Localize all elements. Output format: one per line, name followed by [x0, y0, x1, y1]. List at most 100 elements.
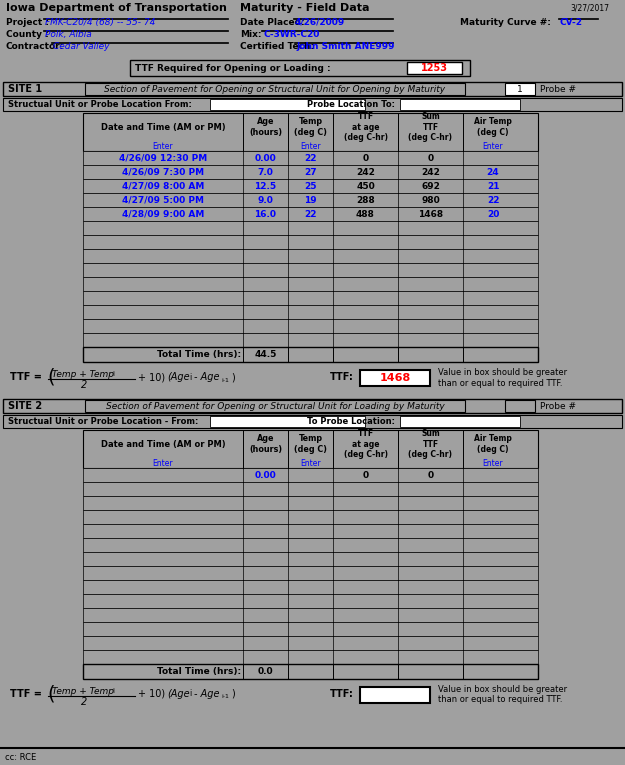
Bar	[400, 99, 520, 110]
Bar	[83, 636, 538, 650]
Bar	[83, 524, 538, 538]
Text: 1468: 1468	[379, 373, 411, 383]
Bar	[83, 594, 538, 608]
Text: 288: 288	[356, 196, 375, 204]
Text: Value in box should be greater: Value in box should be greater	[438, 367, 567, 376]
Text: 44.5: 44.5	[254, 350, 277, 359]
Bar	[83, 113, 538, 151]
Text: 25: 25	[304, 181, 317, 190]
Text: Certified Tech:: Certified Tech:	[240, 41, 314, 50]
Bar	[83, 305, 538, 319]
Text: (: (	[47, 367, 54, 386]
Bar	[83, 580, 538, 594]
Text: Maturity Curve #:: Maturity Curve #:	[460, 18, 551, 27]
Text: i-1: i-1	[221, 695, 229, 699]
Bar	[505, 400, 535, 412]
Text: Probe #: Probe #	[540, 84, 576, 93]
Text: than or equal to required TTF.: than or equal to required TTF.	[438, 695, 562, 705]
Bar	[83, 179, 538, 193]
Text: i: i	[189, 373, 191, 382]
Text: Temp + Temp: Temp + Temp	[52, 369, 114, 379]
Text: SITE 1: SITE 1	[8, 84, 42, 94]
Text: TTF =: TTF =	[10, 372, 42, 382]
Text: 0: 0	[362, 154, 369, 162]
Bar	[83, 165, 538, 179]
Bar	[360, 687, 430, 703]
Bar	[83, 496, 538, 510]
Bar	[83, 482, 538, 496]
Text: i-1: i-1	[221, 377, 229, 382]
Bar	[83, 664, 538, 679]
Bar	[85, 83, 465, 95]
Text: FMK-C20/4 (68) -- 55- 74: FMK-C20/4 (68) -- 55- 74	[45, 18, 156, 27]
Text: Enter: Enter	[482, 458, 503, 467]
Text: 0: 0	[428, 154, 434, 162]
Text: Air Temp
(deg C): Air Temp (deg C)	[474, 117, 512, 137]
Text: 16.0: 16.0	[254, 210, 276, 219]
Text: Age
(hours): Age (hours)	[249, 435, 282, 454]
Text: + 10): + 10)	[138, 689, 165, 699]
Text: Contractor:: Contractor:	[6, 41, 64, 50]
Text: CV-2: CV-2	[560, 18, 583, 27]
Bar	[83, 277, 538, 291]
Text: - Age: - Age	[194, 372, 219, 382]
Text: 4/27/09 5:00 PM: 4/27/09 5:00 PM	[122, 196, 204, 204]
Text: 0.00: 0.00	[254, 470, 276, 480]
Text: Date and Time (AM or PM): Date and Time (AM or PM)	[101, 122, 226, 132]
Bar	[83, 333, 538, 347]
Bar	[83, 263, 538, 277]
Text: 27: 27	[304, 168, 317, 177]
Text: TTF:: TTF:	[330, 372, 354, 382]
Bar	[83, 538, 538, 552]
Text: 0.00: 0.00	[254, 154, 276, 162]
Text: 1253: 1253	[421, 63, 447, 73]
Text: Temp
(deg C): Temp (deg C)	[294, 117, 327, 137]
Text: John Smith ANE999: John Smith ANE999	[296, 41, 394, 50]
Text: 4/28/09 9:00 AM: 4/28/09 9:00 AM	[122, 210, 204, 219]
Bar	[83, 193, 538, 207]
Bar	[130, 60, 470, 76]
Bar	[83, 622, 538, 636]
Text: SITE 2: SITE 2	[8, 401, 42, 411]
Text: Air Temp
(deg C): Air Temp (deg C)	[474, 435, 512, 454]
Bar	[505, 83, 535, 95]
Text: Section of Pavement for Opening or Structural Unit for Opening by Maturity: Section of Pavement for Opening or Struc…	[104, 84, 446, 93]
Bar	[83, 319, 538, 333]
Bar	[407, 62, 462, 74]
Text: 450: 450	[356, 181, 375, 190]
Bar	[360, 370, 430, 386]
Text: C-3WR-C20: C-3WR-C20	[263, 30, 319, 38]
Text: - Age: - Age	[194, 689, 219, 699]
Text: Polk, Albia: Polk, Albia	[45, 30, 92, 38]
Text: TTF =: TTF =	[10, 689, 42, 699]
Text: 7.0: 7.0	[258, 168, 274, 177]
Text: Total Time (hrs):: Total Time (hrs):	[157, 350, 241, 359]
Text: Mix:: Mix:	[240, 30, 261, 38]
Text: Sum
TTF
(deg C-hr): Sum TTF (deg C-hr)	[409, 112, 452, 142]
Text: 20: 20	[487, 210, 499, 219]
Text: TTF Required for Opening or Loading :: TTF Required for Opening or Loading :	[135, 63, 331, 73]
Text: 4/27/09 8:00 AM: 4/27/09 8:00 AM	[122, 181, 204, 190]
Text: Probe #: Probe #	[540, 402, 576, 411]
Text: 1468: 1468	[418, 210, 443, 219]
Text: 4/26/09 7:30 PM: 4/26/09 7:30 PM	[122, 168, 204, 177]
Text: Section of Pavement for Opening or Structural Unit for Loading by Maturity: Section of Pavement for Opening or Struc…	[106, 402, 444, 411]
Text: 24: 24	[487, 168, 499, 177]
Text: Probe Location To:: Probe Location To:	[307, 100, 395, 109]
Bar	[3, 82, 622, 96]
Text: ): )	[231, 372, 235, 382]
Bar	[83, 291, 538, 305]
Bar	[85, 400, 465, 412]
Text: 692: 692	[421, 181, 440, 190]
Text: i: i	[112, 688, 114, 694]
Text: 0.0: 0.0	[258, 667, 273, 676]
Bar	[83, 347, 538, 362]
Text: TTF
at age
(deg C-hr): TTF at age (deg C-hr)	[344, 112, 388, 142]
Bar	[83, 566, 538, 580]
Text: Sum
TTF
(deg C-hr): Sum TTF (deg C-hr)	[409, 429, 452, 459]
Text: cc: RCE: cc: RCE	[5, 753, 36, 761]
Text: ): )	[231, 689, 235, 699]
Text: 242: 242	[356, 168, 375, 177]
Text: Enter: Enter	[152, 142, 173, 151]
Text: i: i	[189, 689, 191, 698]
